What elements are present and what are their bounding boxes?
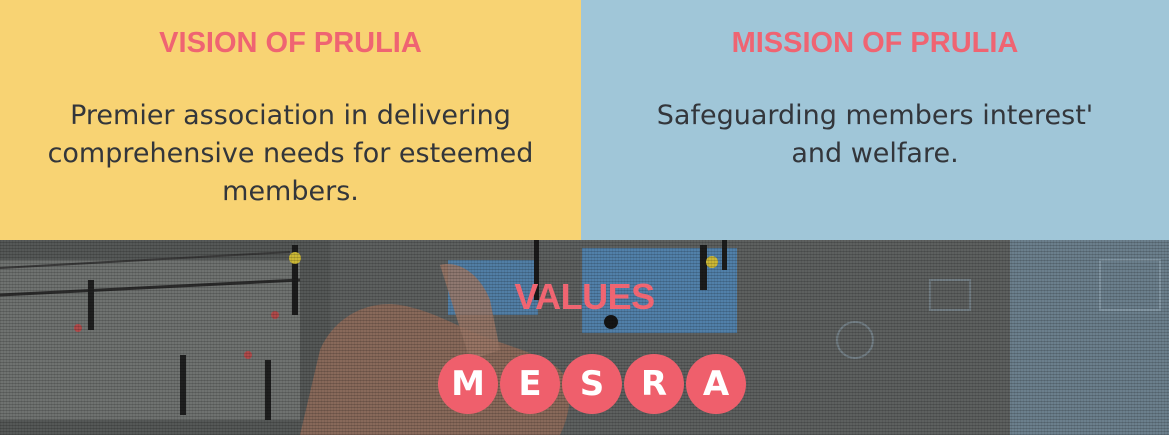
mesra-letter-e: E <box>500 354 560 414</box>
mesra-values-row: M E S R A <box>438 354 748 414</box>
values-background-image <box>0 240 1169 435</box>
mesra-letter-a: A <box>686 354 746 414</box>
mesra-letter-s: S <box>562 354 622 414</box>
mission-title: MISSION OF PRULIA <box>731 27 1019 59</box>
vision-text: Premier association in delivering compre… <box>47 100 534 207</box>
vision-mission-section: VISION OF PRULIA Premier association in … <box>0 0 1169 240</box>
mission-panel: MISSION OF PRULIA Safeguarding members i… <box>581 0 1169 240</box>
values-title: VALUES <box>514 276 655 317</box>
mesra-letter-m: M <box>438 354 498 414</box>
mesra-letter-r: R <box>624 354 684 414</box>
values-section: VALUES M E S R A <box>0 240 1169 435</box>
mission-text: Safeguarding members interest' and welfa… <box>656 100 1094 169</box>
vision-panel: VISION OF PRULIA Premier association in … <box>0 0 581 240</box>
vision-title: VISION OF PRULIA <box>159 27 422 59</box>
